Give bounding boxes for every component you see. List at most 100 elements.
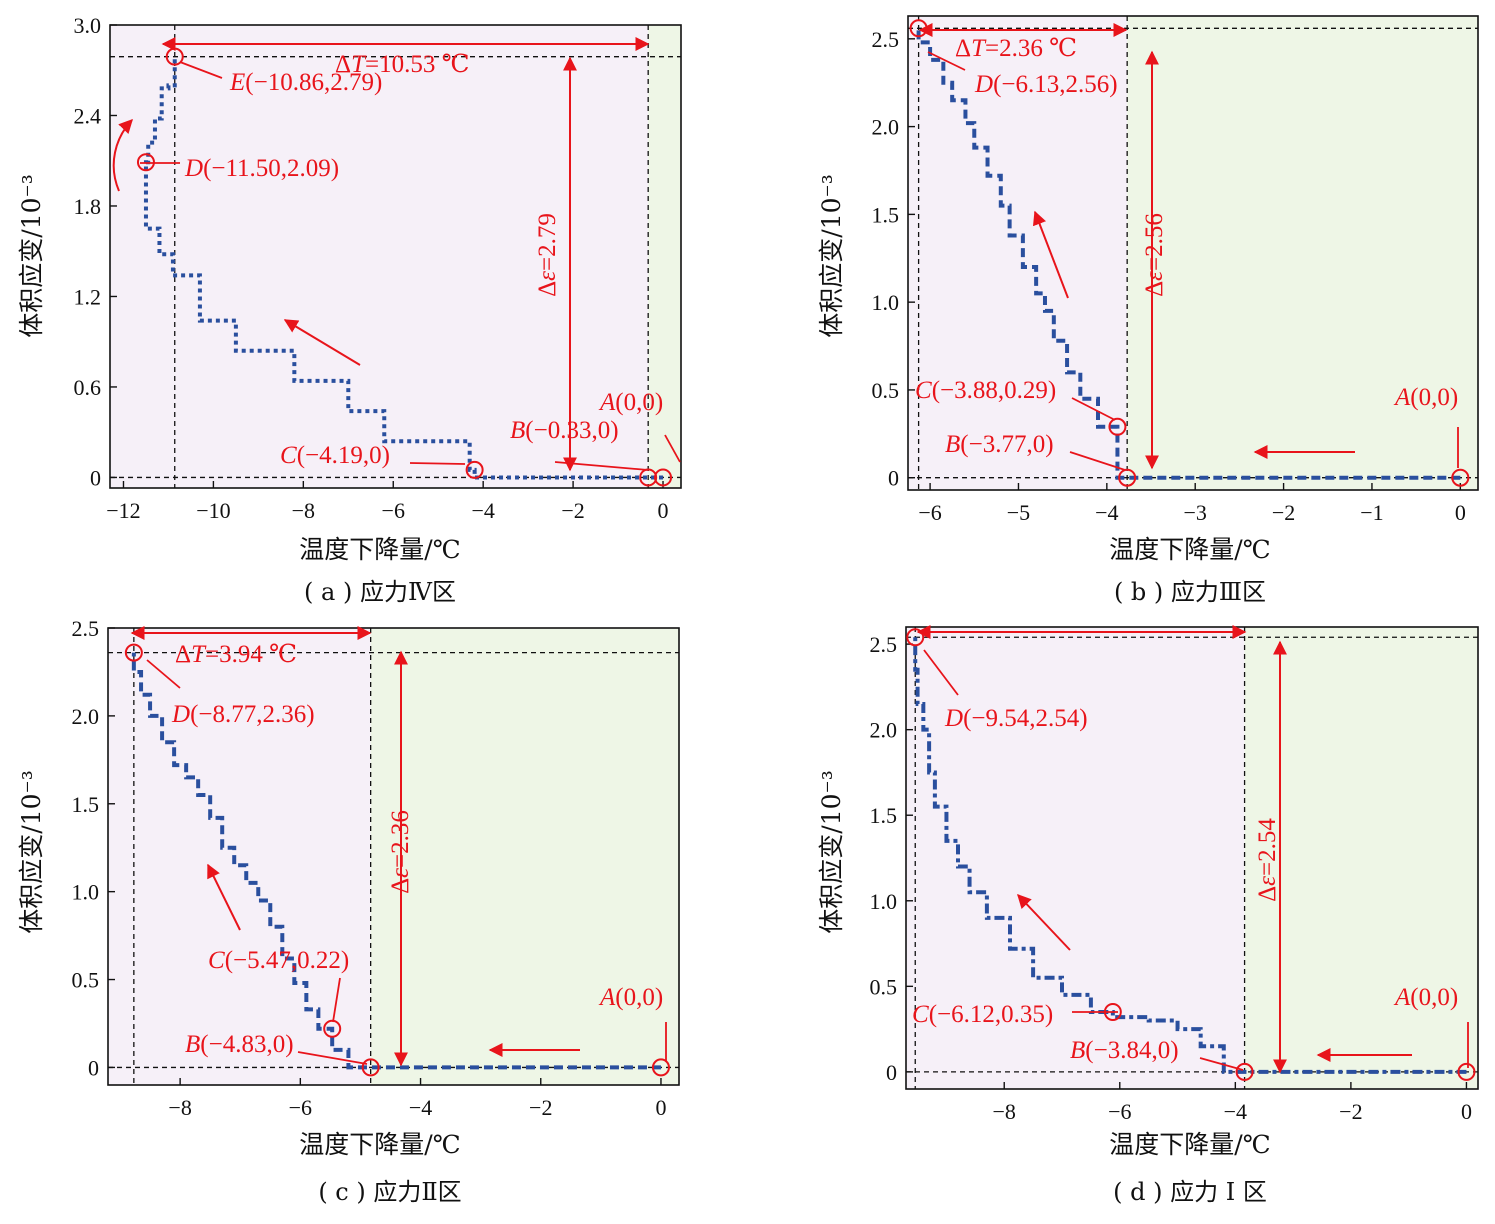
plot-frame	[107, 627, 680, 1086]
y-tick-label: 1.5	[870, 803, 898, 828]
x-tick-label: −4	[409, 1095, 432, 1120]
y-tick-label: 0	[88, 1055, 99, 1080]
x-tick-label: −5	[1007, 500, 1030, 525]
delta-epsilon-label: Δε=2.79	[534, 213, 561, 297]
x-axis-title: 温度下降量/℃	[299, 535, 460, 564]
point-marker	[1118, 468, 1137, 487]
y-tick-label: 1.0	[870, 889, 898, 914]
y-tick-label: 1.5	[872, 202, 900, 227]
point-label: D(−9.54,2.54)	[944, 705, 1088, 732]
y-tick-label: 3.0	[74, 13, 102, 38]
point-marker	[654, 468, 673, 487]
panel-caption: ( b ) 应力Ⅲ区	[1114, 578, 1266, 606]
chart-panel-c: −8 −6 −4 −2 0 0 0.5 1.0 1.5 2.0 2.5 温度下降量/℃ 体积应变/10⁻…	[17, 616, 680, 1206]
trend-arrow	[283, 319, 361, 366]
x-tick-label: 0	[1455, 500, 1466, 525]
y-tick-label: 1.0	[72, 880, 100, 905]
point-marker	[361, 1058, 380, 1077]
x-tick-label: 0	[1461, 1099, 1472, 1124]
delta-epsilon-label: Δε=2.54	[1254, 818, 1281, 902]
x-tick-label: −6	[1108, 1099, 1131, 1124]
point-label: C(−4.19,0)	[280, 442, 390, 469]
x-tick-label: −4	[1095, 500, 1118, 525]
point-leader-line	[179, 61, 223, 79]
point-label: A(0,0)	[598, 389, 663, 416]
point-label: E(−10.86,2.79)	[229, 69, 382, 96]
panel-caption: ( d ) 应力 Ⅰ 区	[1113, 1178, 1267, 1206]
point-label: D(−6.13,2.56)	[974, 71, 1118, 98]
x-tick-label: −4	[1224, 1099, 1247, 1124]
y-tick-label: 1.5	[72, 792, 100, 817]
y-axis-title: 体积应变/10⁻³	[17, 174, 46, 337]
curved-trend-arrow	[112, 118, 133, 192]
point-marker	[1108, 417, 1127, 436]
y-axis-title: 体积应变/10⁻³	[817, 174, 846, 337]
x-tick-label: −3	[1183, 500, 1206, 525]
x-tick-label: −10	[196, 498, 230, 523]
panel-caption: ( c ) 应力Ⅱ区	[318, 1178, 461, 1206]
point-label: A(0,0)	[598, 984, 663, 1011]
point-leader-line	[1069, 451, 1126, 471]
x-tick-label: −2	[529, 1095, 552, 1120]
trend-arrow	[207, 863, 241, 931]
y-axis-title: 体积应变/10⁻³	[817, 770, 846, 933]
y-tick-label: 2.5	[72, 616, 100, 641]
point-leader-line	[332, 977, 341, 1023]
y-axis-title: 体积应变/10⁻³	[17, 770, 46, 933]
x-tick-label: −2	[561, 498, 584, 523]
x-axis-title: 温度下降量/℃	[1109, 1130, 1270, 1159]
y-tick-label: 2.5	[872, 27, 900, 52]
point-leader-line	[923, 649, 959, 696]
chart-panel-d: −8 −6 −4 −2 0 0 0.5 1.0 1.5 2.0 2.5 温度下降量/℃ 体积应变/10⁻…	[817, 625, 1479, 1206]
y-tick-label: 2.0	[870, 718, 898, 743]
delta-t-label: ΔT=3.94 ℃	[175, 641, 297, 668]
chart-panel-a: −12 −10 −8 −6 −4 −2 0 0 0.6 1.2 1.8 2.4 3.0 温度下降量/℃ 体积…	[17, 13, 682, 606]
point-leader-line	[927, 51, 966, 71]
point-label: B(−3.84,0)	[1070, 1037, 1179, 1064]
y-tick-label: 0.5	[872, 378, 900, 403]
point-label: B(−4.83,0)	[185, 1031, 294, 1058]
point-label: B(−0.33,0)	[510, 417, 619, 444]
zone-green	[648, 25, 681, 488]
y-tick-label: 2.0	[72, 704, 100, 729]
x-tick-label: −6	[918, 500, 941, 525]
x-tick-label: −4	[471, 498, 494, 523]
point-label: A(0,0)	[1393, 384, 1458, 411]
x-tick-label: −2	[1339, 1099, 1362, 1124]
delta-epsilon-label: Δε=2.36	[387, 810, 414, 894]
point-leader-line	[1199, 1057, 1244, 1071]
point-label: C(−5.47,0.22)	[208, 947, 349, 974]
series-line	[131, 652, 661, 1070]
y-tick-label: 2.5	[870, 632, 898, 657]
series-line	[916, 28, 1461, 480]
y-tick-label: 1.8	[74, 194, 102, 219]
x-axis-title: 温度下降量/℃	[299, 1130, 460, 1159]
y-tick-label: 0.5	[870, 974, 898, 999]
series-line	[143, 56, 664, 480]
series-line	[913, 637, 1467, 1074]
point-label: D(−11.50,2.09)	[184, 155, 339, 182]
y-tick-label: 1.2	[74, 284, 102, 309]
point-marker	[1451, 468, 1470, 487]
x-tick-label: −12	[106, 498, 140, 523]
plot-frame	[907, 15, 1479, 491]
point-leader-line	[297, 1051, 368, 1065]
y-tick-label: 2.4	[74, 103, 102, 128]
x-tick-label: −1	[1360, 500, 1383, 525]
y-tick-label: 0.5	[72, 968, 100, 993]
point-marker	[124, 643, 143, 662]
y-tick-label: 0	[886, 1060, 897, 1085]
chart-panel-b: −6 −5 −4 −3 −2 −1 0 0 0.5 1.0 1.5 2.0 2.5 温度下降量/℃ 体积应变…	[817, 15, 1479, 606]
plot-frame	[109, 24, 682, 489]
point-marker	[651, 1058, 670, 1077]
zone-pink	[110, 25, 649, 488]
panel-caption: ( a ) 应力Ⅳ区	[304, 578, 456, 606]
zone-green	[1127, 16, 1478, 490]
point-marker	[323, 1019, 342, 1038]
y-tick-label: 2.0	[872, 115, 900, 140]
point-marker	[1457, 1062, 1476, 1081]
point-label: D(−8.77,2.36)	[171, 701, 315, 728]
x-tick-label: −6	[289, 1095, 312, 1120]
x-tick-label: 0	[655, 1095, 666, 1120]
